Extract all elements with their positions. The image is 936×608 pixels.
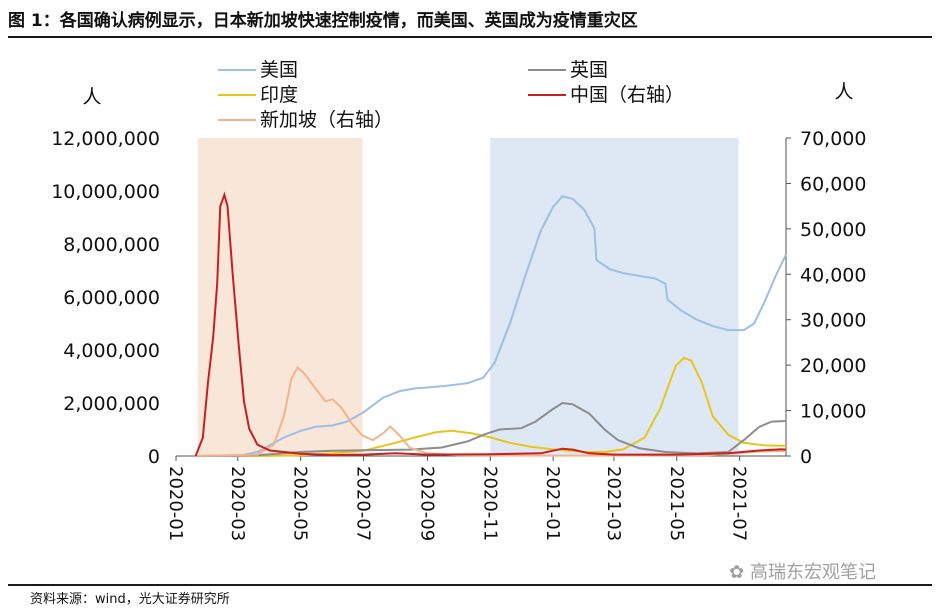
y-right-axis-label: 人 <box>834 81 853 103</box>
watermark-text: 高瑞东宏观笔记 <box>750 562 876 583</box>
y-left-tick-label: 12,000,000 <box>51 128 160 150</box>
x-tick-label: 2021-03 <box>603 466 624 541</box>
chart-title: 图 1：各国确认病例显示，日本新加坡快速控制疫情，而美国、英国成为疫情重灾区 <box>8 11 638 31</box>
shaded-region-1 <box>490 138 739 456</box>
footer-divider <box>8 584 932 586</box>
y-left-tick-label: 6,000,000 <box>63 287 160 309</box>
x-tick-label: 2021-07 <box>729 466 750 541</box>
y-left-tick-label: 4,000,000 <box>63 340 160 362</box>
y-left-tick-label: 0 <box>148 446 160 468</box>
watermark: ✿ 高瑞东宏观笔记 <box>729 558 876 584</box>
x-tick-label: 2020-05 <box>290 466 311 541</box>
y-right-tick-label: 70,000 <box>800 128 866 150</box>
x-tick-label: 2021-01 <box>542 466 563 541</box>
legend-label-3: 中国（右轴） <box>570 84 684 106</box>
y-left-tick-label: 8,000,000 <box>63 234 160 256</box>
x-tick-label: 2020-09 <box>416 466 437 541</box>
x-tick-label: 2021-05 <box>666 466 687 541</box>
x-tick-label: 2020-11 <box>479 466 500 541</box>
legend-label-1: 英国 <box>570 59 608 81</box>
x-tick-label: 2020-07 <box>353 466 374 541</box>
series-line-3 <box>194 191 787 457</box>
legend-label-4: 新加坡（右轴） <box>260 109 393 131</box>
y-right-tick-label: 20,000 <box>800 355 866 377</box>
title-divider <box>8 36 932 38</box>
y-left-tick-label: 2,000,000 <box>63 393 160 415</box>
y-right-tick-label: 40,000 <box>800 264 866 286</box>
series-line-1 <box>195 401 787 457</box>
legend-label-2: 印度 <box>260 84 298 106</box>
series-line-4 <box>195 365 787 457</box>
legend-label-0: 美国 <box>260 59 298 81</box>
y-right-tick-label: 0 <box>800 446 812 468</box>
y-left-axis-label: 人 <box>82 86 101 108</box>
shaded-region-0 <box>197 138 363 456</box>
y-right-tick-label: 10,000 <box>800 401 866 423</box>
source-note: 资料来源：wind，光大证券研究所 <box>30 592 230 607</box>
y-right-tick-label: 50,000 <box>800 219 866 241</box>
y-right-tick-label: 30,000 <box>800 310 866 332</box>
x-tick-label: 2020-01 <box>165 466 186 541</box>
shaded-regions <box>197 138 739 456</box>
y-left-tick-label: 10,000,000 <box>51 181 160 203</box>
series-line-2 <box>195 356 787 457</box>
x-tick-label: 2020-03 <box>227 466 248 541</box>
series-lines <box>194 191 787 457</box>
wechat-icon: ✿ <box>729 562 745 583</box>
y-right-tick-label: 60,000 <box>800 173 866 195</box>
axes: 0 2,000,000 4,000,000 6,000,000 8,000,000 10,… <box>51 81 866 541</box>
series-line-0 <box>195 195 787 457</box>
